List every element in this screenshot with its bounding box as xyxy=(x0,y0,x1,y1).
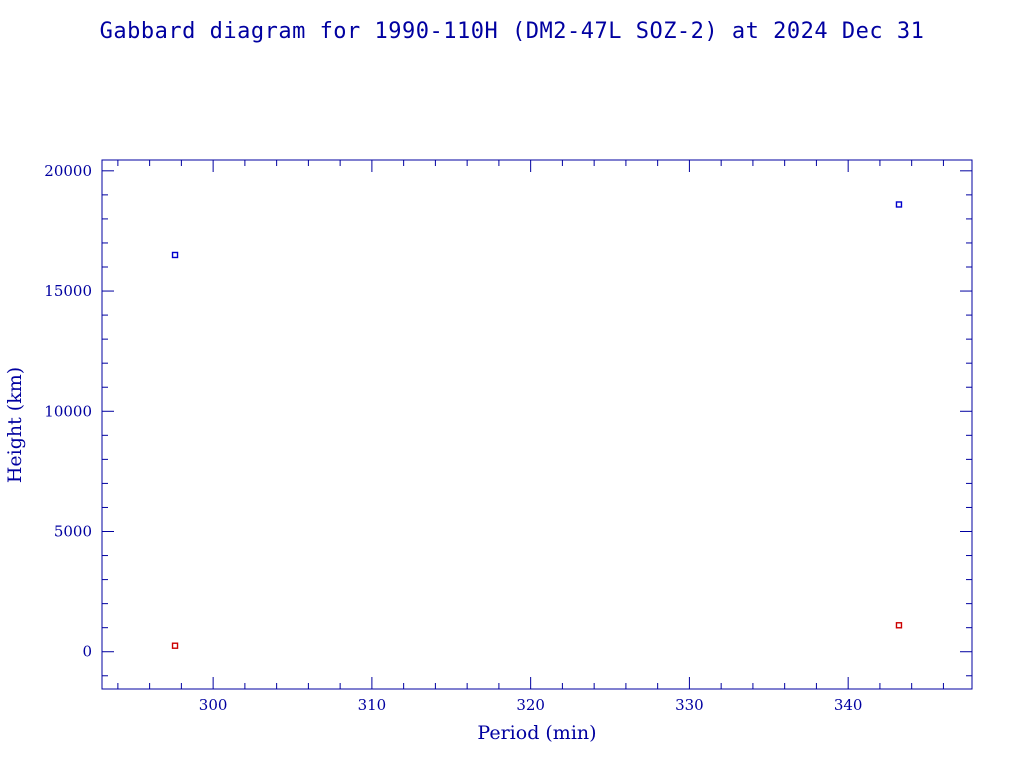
y-tick-label: 5000 xyxy=(54,523,92,541)
data-points xyxy=(171,201,903,649)
y-tick-label: 10000 xyxy=(44,402,92,420)
y-tick-label: 20000 xyxy=(44,162,92,180)
apogee-point xyxy=(171,251,179,259)
x-tick-label: 320 xyxy=(516,696,545,714)
x-tick-label: 300 xyxy=(199,696,228,714)
x-tick-label: 340 xyxy=(834,696,863,714)
perigee-point xyxy=(895,622,903,629)
x-axis-title: Period (min) xyxy=(477,722,596,744)
x-axis-tick-labels: 300 310 320 330 340 xyxy=(199,696,863,714)
y-axis-ticks xyxy=(102,170,972,677)
plot-frame xyxy=(101,159,973,690)
x-tick-label: 310 xyxy=(358,696,387,714)
apogee-point xyxy=(895,201,903,208)
perigee-point xyxy=(171,642,179,649)
y-tick-label: 0 xyxy=(82,643,92,661)
x-axis-ticks xyxy=(117,160,944,689)
y-tick-label: 15000 xyxy=(44,282,92,300)
y-axis-title: Height (km) xyxy=(4,367,26,483)
x-tick-label: 330 xyxy=(675,696,704,714)
y-axis-tick-labels: 0 5000 10000 15000 20000 xyxy=(44,162,92,661)
chart-title: Gabbard diagram for 1990-110H (DM2-47L S… xyxy=(100,19,925,44)
